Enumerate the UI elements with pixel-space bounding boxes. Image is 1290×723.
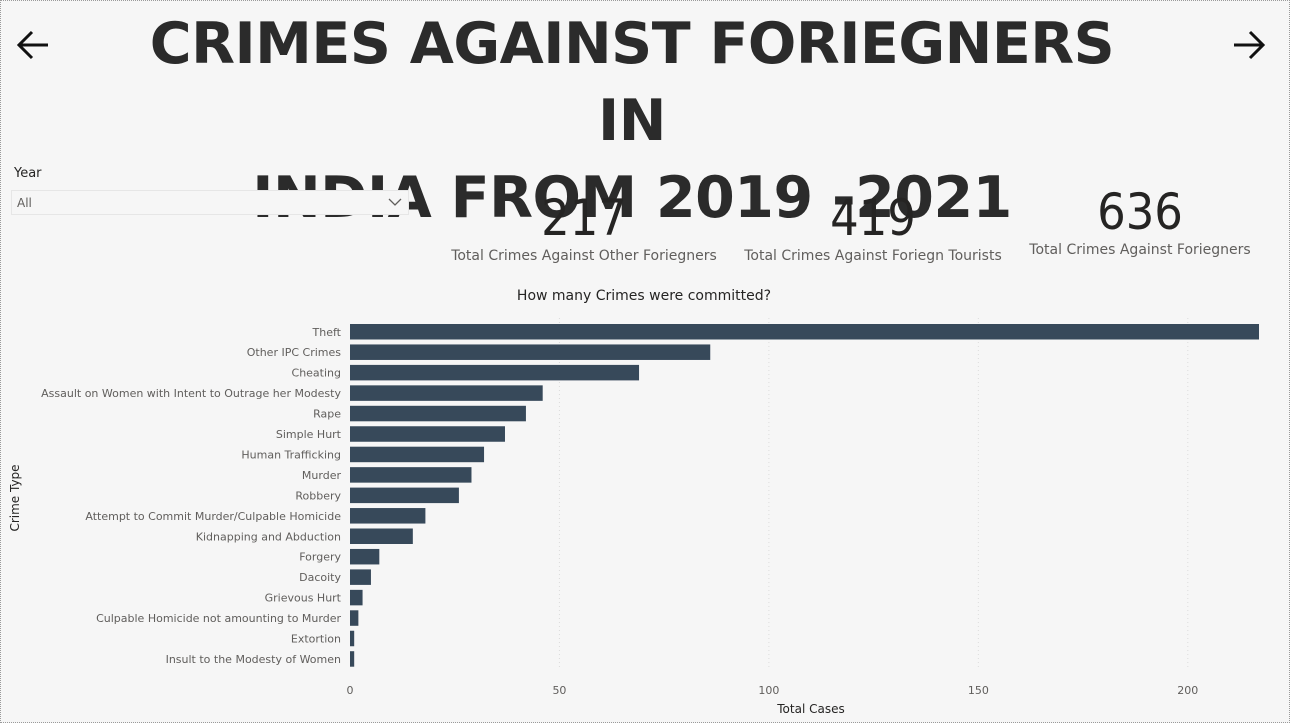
kpi-label: Total Crimes Against Foriegners xyxy=(1029,242,1251,258)
bar[interactable] xyxy=(350,385,543,401)
category-label: Insult to the Modesty of Women xyxy=(166,653,341,666)
category-label: Forgery xyxy=(299,551,341,564)
category-label: Rape xyxy=(313,408,341,421)
category-label: Grievous Hurt xyxy=(265,592,342,605)
x-tick-label: 200 xyxy=(1177,684,1198,697)
bar[interactable] xyxy=(350,467,472,483)
arrow-left-icon[interactable] xyxy=(14,26,52,64)
x-tick-label: 150 xyxy=(968,684,989,697)
bar[interactable] xyxy=(350,548,380,565)
bar[interactable] xyxy=(350,508,426,524)
category-label: Kidnapping and Abduction xyxy=(196,530,341,543)
page-title: CRIMES AGAINST FORIEGNERS IN INDIA FROM … xyxy=(130,6,1134,237)
title-line-1: CRIMES AGAINST FORIEGNERS IN xyxy=(149,11,1115,154)
bar[interactable] xyxy=(350,630,355,647)
bar[interactable] xyxy=(350,610,359,626)
y-axis-title: Crime Type xyxy=(8,464,22,531)
bar[interactable] xyxy=(350,364,640,381)
bar[interactable] xyxy=(350,569,371,585)
category-label: Dacoity xyxy=(299,571,341,584)
bar[interactable] xyxy=(350,528,413,545)
crime-type-bar-chart: Theft Other IPC Crimes Cheating Assault on … xyxy=(8,318,1259,716)
x-axis-title: Total Cases xyxy=(776,702,844,716)
category-label: Robbery xyxy=(295,489,341,502)
kpi-label: Total Crimes Against Foriegn Tourists xyxy=(744,248,1002,264)
kpi-value: 419 xyxy=(830,189,916,247)
year-slicer-value: All xyxy=(17,196,32,210)
x-tick-label: 50 xyxy=(552,684,566,697)
bar[interactable] xyxy=(350,651,355,667)
category-label: Attempt to Commit Murder/Culpable Homici… xyxy=(85,510,341,523)
bar[interactable] xyxy=(350,589,363,606)
category-label: Assault on Women with Intent to Outrage … xyxy=(41,387,341,400)
category-label: Extortion xyxy=(291,633,341,646)
bar[interactable] xyxy=(350,344,711,360)
category-label: Culpable Homicide not amounting to Murde… xyxy=(96,612,341,625)
kpi-label: Total Crimes Against Other Foriegners xyxy=(451,248,717,264)
bar[interactable] xyxy=(350,487,459,504)
category-label: Human Trafficking xyxy=(241,448,341,461)
category-label: Murder xyxy=(302,469,342,482)
bar[interactable] xyxy=(350,446,485,463)
chevron-down-icon xyxy=(388,198,402,206)
kpi-value: 217 xyxy=(541,189,627,247)
category-label: Cheating xyxy=(292,367,341,380)
bar[interactable] xyxy=(350,324,1259,340)
category-label: Theft xyxy=(312,326,342,339)
x-tick-label: 100 xyxy=(758,684,779,697)
kpi-card-other-foreigners: 217 Total Crimes Against Other Foriegner… xyxy=(434,190,734,266)
chart-title: How many Crimes were committed? xyxy=(516,288,772,304)
arrow-right-icon[interactable] xyxy=(1230,26,1268,64)
category-label: Simple Hurt xyxy=(276,428,342,441)
year-slicer-label: Year xyxy=(14,166,42,181)
bar[interactable] xyxy=(350,405,526,422)
kpi-value: 636 xyxy=(1097,183,1183,241)
category-label: Other IPC Crimes xyxy=(247,346,342,359)
bar[interactable] xyxy=(350,426,505,442)
kpi-card-total-foreigners: 636 Total Crimes Against Foriegners xyxy=(1000,184,1280,260)
year-slicer-dropdown[interactable]: All xyxy=(11,190,409,215)
kpi-card-foreign-tourists: 419 Total Crimes Against Foriegn Tourist… xyxy=(728,190,1018,266)
x-tick-label: 0 xyxy=(347,684,354,697)
